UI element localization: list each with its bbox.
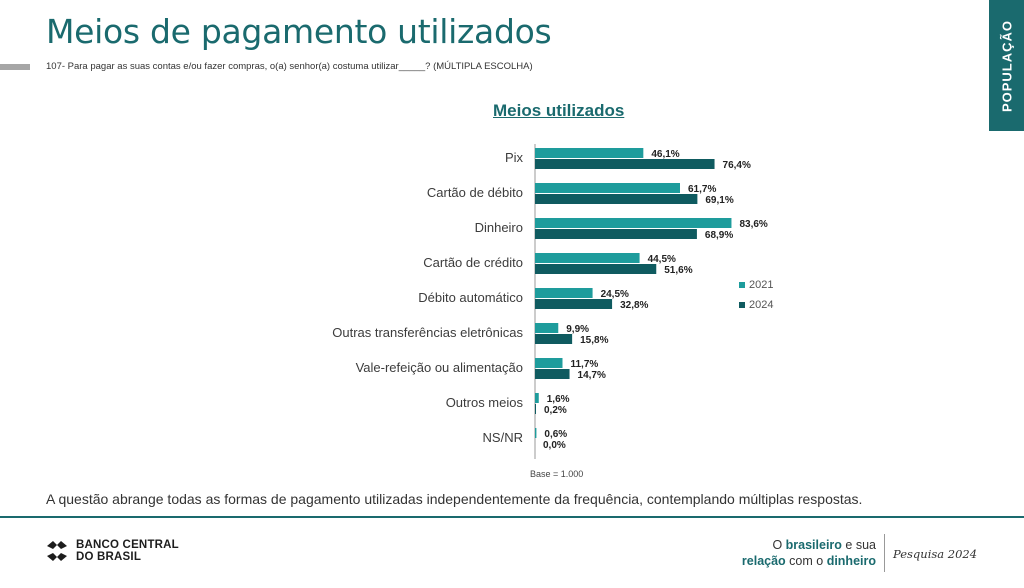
category-label: Vale-refeição ou alimentação (356, 360, 523, 375)
data-label: 0,0% (543, 440, 566, 451)
bar-2021 (535, 428, 537, 438)
category-label: NS/NR (483, 430, 523, 445)
category-label: Débito automático (418, 290, 523, 305)
brand-line-1: O brasileiro e sua (772, 538, 876, 552)
data-label: 44,5% (648, 254, 676, 265)
base-note: Base = 1.000 (530, 469, 584, 479)
data-label: 76,4% (723, 160, 751, 171)
data-label: 69,1% (705, 195, 733, 206)
footer-divider (0, 516, 1024, 518)
bar-2024 (535, 334, 573, 344)
bar-2021 (535, 253, 640, 263)
bar-2021 (535, 148, 644, 158)
data-label: 1,6% (547, 394, 570, 405)
logo-line-2: DO BRASIL (76, 551, 142, 563)
data-label: 11,7% (570, 359, 598, 370)
bcb-logo: BANCO CENTRAL DO BRASIL (44, 537, 179, 565)
data-label: 14,7% (578, 370, 606, 381)
data-label: 61,7% (688, 184, 716, 195)
data-label: 0,2% (544, 405, 567, 416)
category-label: Outras transferências eletrônicas (332, 325, 523, 340)
data-label: 83,6% (739, 219, 767, 230)
category-label: Cartão de crédito (423, 255, 523, 270)
data-label: 0,6% (544, 429, 567, 440)
data-label: 68,9% (705, 230, 733, 241)
bar-2021 (535, 288, 593, 298)
survey-question: 107- Para pagar as suas contas e/ou faze… (46, 61, 533, 72)
bar-2024 (535, 229, 697, 239)
data-label: 9,9% (566, 324, 589, 335)
bar-2024 (535, 299, 613, 309)
data-label: 32,8% (620, 300, 648, 311)
legend-swatch-2021 (739, 282, 745, 288)
bar-2021 (535, 393, 539, 403)
data-label: 51,6% (664, 265, 692, 276)
bar-2021 (535, 218, 732, 228)
category-label: Pix (505, 150, 524, 165)
category-label: Cartão de débito (427, 185, 523, 200)
legend-label: 2021 (749, 279, 773, 291)
bar-2021 (535, 358, 563, 368)
section-tab: POPULAÇÃO (989, 0, 1024, 131)
legend-swatch-2024 (739, 302, 745, 308)
page-title: Meios de pagamento utilizados (46, 12, 552, 51)
bar-chart: Pix 46,1% 76,4% Cartão de débito 61,7%69,1% D… (332, 144, 773, 459)
bar-2021 (535, 323, 559, 333)
logo-line-1: BANCO CENTRAL (76, 539, 179, 551)
bar-2024 (535, 369, 570, 379)
bcb-logo-icon (47, 541, 67, 561)
survey-year: Pesquisa 2024 (893, 547, 978, 561)
bar-2024 (535, 159, 715, 169)
bar-2024 (535, 404, 536, 414)
data-label: 46,1% (651, 149, 679, 160)
data-label: 24,5% (601, 289, 629, 300)
category-label: Dinheiro (475, 220, 523, 235)
chart-title: Meios utilizados (493, 101, 625, 120)
bar-2021 (535, 183, 680, 193)
legend-label: 2024 (749, 299, 773, 311)
footnote: A questão abrange todas as formas de pag… (46, 491, 863, 507)
title-accent-bar (0, 64, 30, 70)
bar-2024 (535, 194, 698, 204)
bar-2024 (535, 264, 657, 274)
brand-line-2: relação com o dinheiro (741, 554, 876, 568)
data-label: 15,8% (580, 335, 608, 346)
section-tab-label: POPULAÇÃO (999, 19, 1014, 112)
survey-brand: O brasileiro e sua relação com o dinheir… (740, 537, 876, 569)
category-label: Outros meios (446, 395, 524, 410)
brand-separator (884, 534, 885, 572)
